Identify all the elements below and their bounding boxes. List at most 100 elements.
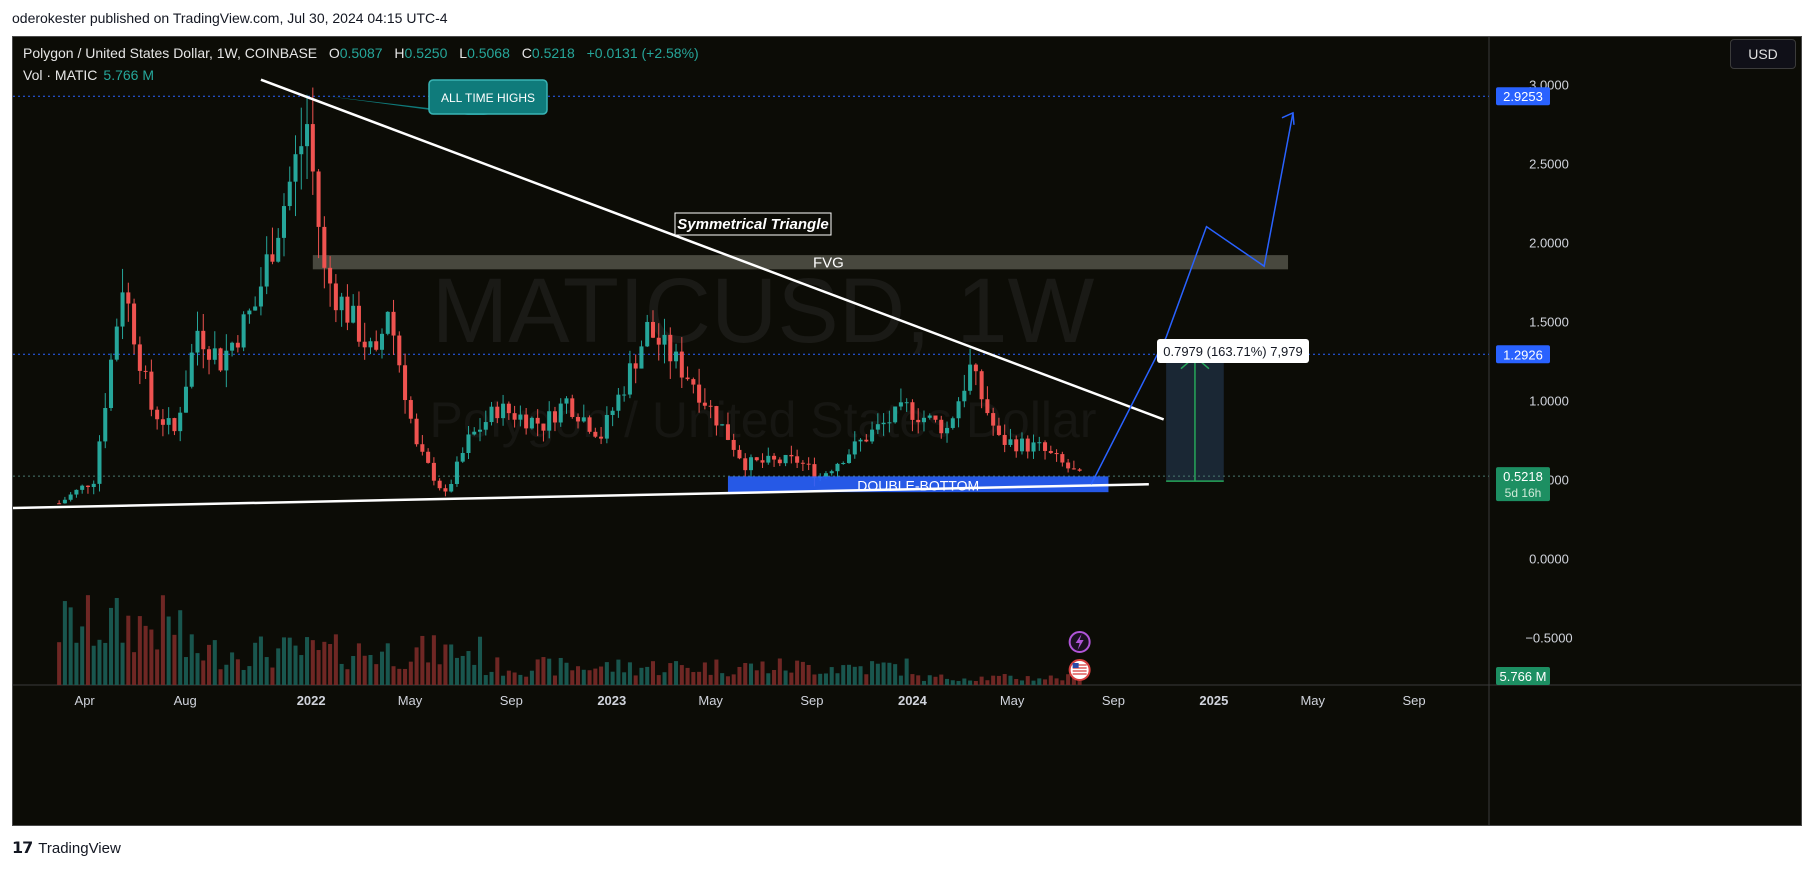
volume-bar [483,675,488,685]
volume-bar [403,668,408,685]
candle [137,344,142,371]
volume-bar [333,634,338,685]
chart-canvas[interactable]: MATICUSD, 1W Polygon / United States Doll… [13,37,1801,825]
volume-bar [379,651,385,685]
candle [1066,462,1071,469]
candle [449,483,454,492]
candle [604,414,609,439]
volume-bar [1031,680,1036,685]
candle [599,436,604,439]
candle [662,334,667,345]
lower-trendline [13,483,1149,510]
y-tick-label: 2.5000 [1529,156,1569,171]
upper-trendline [260,78,1165,421]
volume-bar [397,668,402,685]
volume-bar [904,658,909,685]
candle [921,417,926,423]
candle [616,394,621,411]
volume-bar [293,645,298,685]
candle [956,401,961,419]
candle [391,311,396,336]
candle [823,473,828,477]
volume-bar [1043,679,1048,685]
volume-bar [795,660,800,685]
volume-bar [650,661,656,685]
candle [126,292,131,304]
volume-bar [1014,679,1019,685]
volume-bar [391,666,396,685]
volume-bar [495,657,500,685]
volume-tag-label: 5.766 M [1500,669,1547,684]
volume-bar [772,669,777,685]
volume-bar [1008,675,1013,685]
volume-bar [812,674,817,685]
volume-bar [777,658,782,685]
candle [356,305,361,342]
volume-bar [662,672,667,685]
volume-bar [62,601,67,685]
y-tick-label: 2.0000 [1529,235,1569,250]
candle [541,423,546,431]
volume-bar [887,662,892,685]
candle [149,371,154,410]
candle [466,434,471,454]
candle [552,411,557,423]
volume-bar [1002,674,1007,685]
volume-bar [679,665,684,685]
volume-bar [137,616,142,685]
volume-bar [737,666,742,685]
volume-bar [207,644,212,685]
candle [835,463,840,472]
volume-bar [247,666,252,685]
x-tick-label: Sep [800,693,823,708]
currency-button[interactable]: USD [1730,39,1796,69]
volume-bar [356,643,361,685]
volume-bar [1060,680,1065,685]
measure-label: 0.7979 (163.71%) 7,979 [1163,344,1303,359]
candle [316,171,321,227]
volume-bar [985,680,990,685]
volume-bar [218,669,223,685]
volume-bar [881,662,886,685]
candle [506,403,511,414]
volume-bar [143,625,148,685]
ath-callout-label: ALL TIME HIGHS [441,91,535,105]
candle [841,463,846,465]
candle [916,419,921,423]
fvg-zone [312,255,1289,270]
change-value: +0.0131 (+2.58%) [586,45,699,61]
volume-bar [535,659,540,685]
volume-bar [501,675,506,685]
volume-bar [160,595,165,685]
chart-frame[interactable]: MATICUSD, 1W Polygon / United States Doll… [12,36,1802,826]
volume-bar [489,671,494,685]
volume-bar [472,664,477,685]
candle [224,350,229,371]
candle [772,455,777,460]
x-tick-label: Apr [75,693,96,708]
candle [178,412,183,432]
candle [927,415,932,418]
candle [201,330,206,350]
volume-bar [610,671,615,685]
volume-bar [541,657,546,685]
volume-bar [806,664,811,685]
candle [627,363,632,395]
volume-bar [114,597,119,685]
volume-bar [529,670,534,685]
volume-bar [823,673,828,685]
high-label: H [394,45,405,61]
volume-bar [1071,675,1076,685]
volume-bar [155,649,160,685]
candle [495,406,500,419]
volume-bar [645,666,650,685]
candle [760,460,765,463]
candle [1031,442,1036,452]
pattern-label-box [674,212,832,236]
volume-bar [1048,675,1053,685]
volume-bar [800,661,805,685]
candle [408,400,413,419]
candle [904,402,909,404]
candle [650,321,656,338]
candle [962,390,967,402]
